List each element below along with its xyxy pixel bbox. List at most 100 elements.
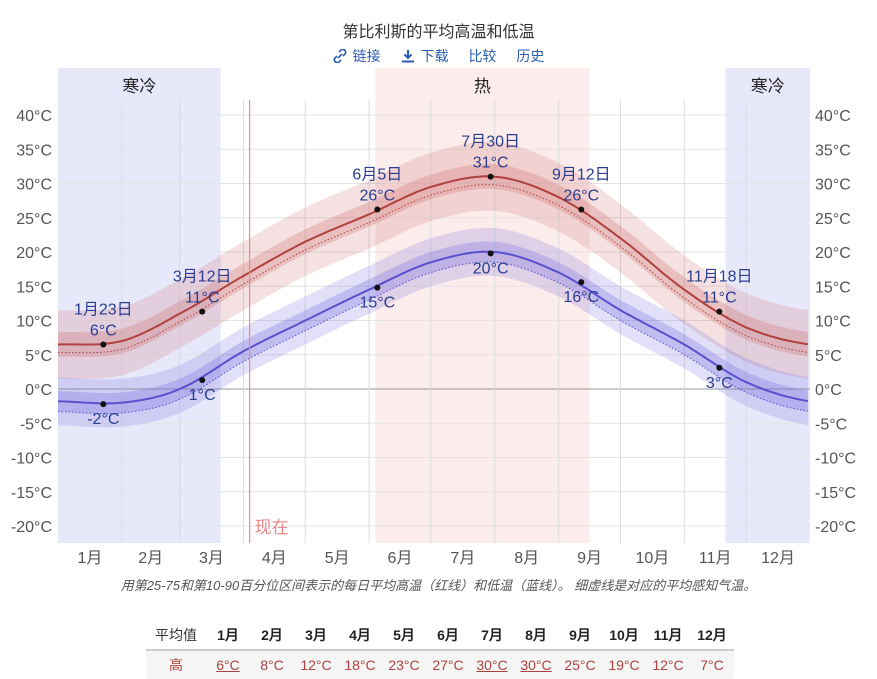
- table-cell: 8°C: [260, 657, 284, 673]
- y-tick-label-left: 5°C: [25, 348, 52, 365]
- link-button[interactable]: 链接: [333, 48, 385, 64]
- y-tick-label-right: -15°C: [815, 485, 856, 502]
- table-cell: 7°C: [700, 657, 724, 673]
- table-header-label: 平均值: [155, 627, 197, 643]
- y-tick-label-left: -15°C: [11, 485, 52, 502]
- temperature-chart: 寒冷 热 寒冷 -20°C -20°C -15°C -15°C -10°C -10°C -5°C -…: [11, 68, 856, 567]
- y-tick-label-right: 35°C: [815, 142, 851, 159]
- table-month: 11月: [653, 627, 683, 643]
- high-temp-line: [57, 175, 809, 346]
- table-month: 3月: [305, 627, 327, 643]
- table-cell: 23°C: [388, 657, 420, 673]
- table-cell: 12°C: [300, 657, 332, 673]
- y-tick-label-left: -5°C: [20, 416, 52, 433]
- annotation-dot: [716, 308, 723, 315]
- table-cell: 12°C: [652, 657, 684, 673]
- compare-button[interactable]: 比较: [468, 48, 496, 64]
- table-month: 6月: [437, 627, 459, 643]
- x-tick-label: 10月: [635, 550, 669, 567]
- annotation-dot: [374, 284, 381, 291]
- low-temp-line: [57, 250, 809, 405]
- link-label: 链接: [352, 48, 381, 64]
- table-month: 9月: [569, 627, 591, 643]
- compare-label: 比较: [468, 48, 497, 64]
- low-band-10-90: [58, 227, 808, 428]
- annotation-value: 6°C: [90, 322, 117, 339]
- y-tick-label-left: 35°C: [16, 142, 52, 159]
- table-cell[interactable]: 30°C: [476, 657, 508, 673]
- y-tick-label-right: 5°C: [815, 348, 842, 365]
- download-button[interactable]: 下载: [401, 48, 453, 64]
- x-tick-label: 5月: [325, 550, 350, 567]
- annotation-dot: [578, 279, 585, 286]
- history-label: 历史: [516, 48, 545, 64]
- table-month: 5月: [393, 627, 415, 643]
- annotation-dot: [716, 364, 723, 371]
- table-cell[interactable]: 6°C: [216, 657, 240, 673]
- y-tick-label-left: 30°C: [16, 177, 52, 194]
- page-title: 第比利斯的平均高温和低温: [342, 24, 535, 41]
- table-month: 4月: [349, 627, 371, 643]
- now-label: 现在: [255, 518, 289, 537]
- x-tick-label: 6月: [388, 550, 413, 567]
- annotation-value: 20°C: [473, 260, 509, 277]
- chart-caption: 用第25-75和第10-90百分位区间表示的每日平均高温（红线）和低温（蓝线）。…: [120, 578, 757, 593]
- history-button[interactable]: 历史: [516, 48, 544, 64]
- annotation-date: 1月23日: [74, 301, 133, 318]
- y-tick-label-right: -20°C: [815, 519, 856, 536]
- annotation-date: 6月5日: [352, 167, 402, 184]
- y-tick-label-right: 25°C: [815, 211, 851, 228]
- y-tick-label-left: 15°C: [16, 279, 52, 296]
- table-month: 1月: [217, 627, 239, 643]
- season-band: [725, 68, 810, 543]
- annotation-value: 26°C: [563, 188, 599, 205]
- table-header-row: 平均值 1月 2月 3月 4月 5月 6月 7月 8月 9月 10月 11月 1…: [146, 621, 734, 650]
- annotation-date: 3月12日: [173, 269, 232, 286]
- annotation-value: 3°C: [706, 375, 733, 392]
- x-tick-label: 9月: [577, 550, 602, 567]
- y-tick-label-right: -10°C: [815, 451, 856, 468]
- averages-table: 平均值 1月 2月 3月 4月 5月 6月 7月 8月 9月 10月 11月 1…: [146, 621, 734, 679]
- table-month: 7月: [481, 627, 503, 643]
- season-label: 热: [474, 77, 491, 96]
- annotation-value: 1°C: [189, 387, 216, 404]
- y-tick-label-left: -20°C: [11, 519, 52, 536]
- y-tick-label-left: 25°C: [16, 211, 52, 228]
- annotation-date: 9月12日: [552, 167, 611, 184]
- annotation-dot: [199, 377, 206, 384]
- season-band: [375, 68, 590, 543]
- annotation-date: 11月18日: [686, 269, 752, 286]
- annotation-value: 11°C: [702, 290, 737, 307]
- table-cell: 19°C: [608, 657, 640, 673]
- high-feels-like-line: [57, 184, 808, 354]
- season-label: 寒冷: [122, 77, 156, 96]
- table-high-row: 高 6°C 8°C 12°C 18°C 23°C 27°C 30°C 30°C …: [146, 650, 734, 679]
- x-tick-label: 7月: [450, 550, 475, 567]
- download-label: 下载: [420, 48, 449, 64]
- download-icon: [401, 50, 414, 63]
- annotation-value: 26°C: [359, 188, 395, 205]
- y-tick-label-right: 15°C: [815, 279, 851, 296]
- y-tick-label-left: -10°C: [11, 451, 52, 468]
- y-tick-label-right: -5°C: [815, 416, 847, 433]
- annotation-value: 15°C: [359, 295, 395, 312]
- y-tick-label-right: 30°C: [815, 177, 851, 194]
- annotation-value: 16°C: [563, 289, 599, 306]
- x-tick-label: 11月: [699, 550, 732, 567]
- annotation-dot: [374, 206, 381, 213]
- annotation-date: 7月30日: [461, 134, 520, 151]
- y-tick-label-right: 40°C: [815, 108, 851, 125]
- table-cell[interactable]: 30°C: [520, 657, 552, 673]
- x-tick-label: 4月: [262, 550, 287, 567]
- x-tick-label: 3月: [199, 550, 224, 567]
- table-cell: 18°C: [344, 657, 376, 673]
- annotation-value: 31°C: [473, 155, 509, 172]
- low-band-25-75: [58, 241, 808, 414]
- annotation-dot: [578, 206, 585, 213]
- x-tick-label: 8月: [514, 550, 539, 567]
- high-band-10-90: [58, 142, 808, 379]
- annotation-dot: [199, 308, 206, 315]
- table-month: 2月: [261, 627, 283, 643]
- annotation-dot: [487, 173, 494, 180]
- annotation-value: 11°C: [185, 290, 220, 307]
